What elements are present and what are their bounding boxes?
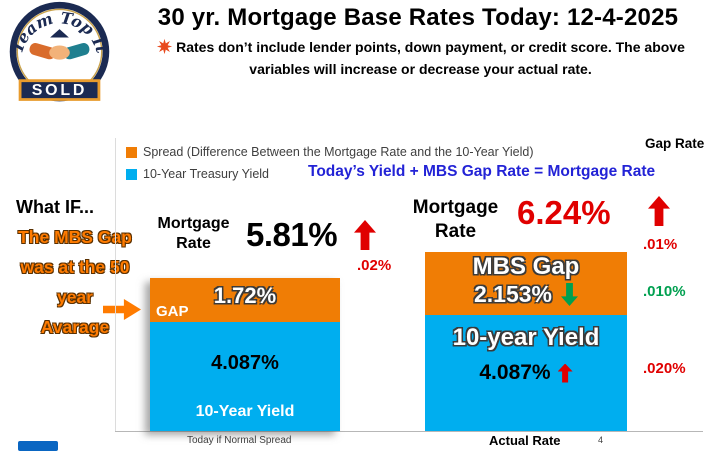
- left-spread-segment: [150, 278, 340, 322]
- bar-actual-rate: [425, 252, 627, 431]
- up-arrow-icon: [354, 220, 376, 250]
- logo-house-roof-icon: [50, 29, 69, 38]
- scenario-line: Avarage: [40, 317, 110, 337]
- down-arrow-icon: [561, 283, 578, 306]
- left-gap-value: 1.72%: [213, 283, 277, 308]
- right-total-rate: 6.24%: [517, 194, 611, 231]
- rate-disclaimer: Rates don’t include lender points, down …: [128, 36, 713, 81]
- axis-label-left: Today if Normal Spread: [187, 435, 292, 446]
- right-gap-value-row: 2.153%: [425, 281, 627, 308]
- right-gap-change: .010%: [643, 283, 686, 300]
- left-total-rate: 5.81%: [246, 216, 338, 253]
- left-yield-segment: [150, 322, 340, 431]
- x-axis-line: [115, 431, 703, 432]
- gap-rate-label: Gap Rate: [645, 136, 705, 151]
- right-gap-name: MBS Gap: [472, 253, 580, 280]
- scenario-text: The MBS Gap was at the 50 year Avarage: [0, 222, 150, 342]
- bar-today-if-normal-spread: [150, 278, 340, 431]
- right-yield-name: 10-year Yield: [452, 324, 600, 351]
- handshake-left-arm: [29, 42, 56, 60]
- left-yield-value: 4.087%: [211, 352, 279, 374]
- rate-formula: Today’s Yield + MBS Gap Rate = Mortgage …: [308, 163, 656, 180]
- footnote-mark: 4: [598, 435, 604, 445]
- scenario-line: year: [56, 287, 93, 307]
- up-arrow-icon: [648, 196, 670, 226]
- rate-disclaimer-text: Rates don’t include lender points, down …: [176, 39, 685, 78]
- yield-swatch-icon: [126, 168, 137, 180]
- handshake-clasp: [49, 45, 70, 60]
- left-total-change: .02%: [357, 257, 392, 274]
- logo-ribbon: [18, 79, 101, 101]
- plot-left-border: [115, 138, 116, 431]
- right-yield-value: 4.087%: [479, 361, 551, 384]
- right-total-change: .01%: [643, 236, 678, 253]
- right-yield-change: .020%: [643, 360, 686, 377]
- legend-item-spread: Spread (Difference Between the Mortgage …: [126, 145, 534, 159]
- right-spread-segment: [425, 252, 627, 315]
- scenario-line: was at the 50: [20, 257, 130, 277]
- handshake-right-arm: [63, 42, 90, 60]
- right-gap-value: 2.153%: [473, 281, 552, 307]
- left-mortgage-rate-label: Mortgage Rate: [157, 215, 230, 252]
- left-yield-tag: 10-Year Yield: [195, 403, 295, 420]
- legend-yield-label: 10-Year Treasury Yield: [143, 167, 270, 181]
- what-if-label: What IF...: [16, 197, 94, 217]
- legend-item-yield: 10-Year Treasury Yield: [126, 167, 269, 181]
- page-title: 30 yr. Mortgage Base Rates Today: 12-4-2…: [157, 4, 679, 31]
- bottom-logo-fragment: [18, 441, 58, 451]
- right-mortgage-rate-label: Mortgage Rate: [412, 197, 499, 242]
- axis-label-right: Actual Rate: [489, 433, 561, 448]
- starburst-icon: [156, 38, 173, 55]
- right-yield-segment: [425, 315, 627, 431]
- legend-spread-label: Spread (Difference Between the Mortgage …: [143, 145, 534, 159]
- spread-swatch-icon: [126, 146, 137, 158]
- right-yield-value-row: 4.087%: [425, 361, 627, 385]
- logo-banner-text: SOLD: [32, 82, 88, 99]
- up-arrow-icon: [557, 363, 573, 383]
- left-gap-tag: GAP: [156, 303, 189, 320]
- team-top-it-logo: Team Top It SOLD: [7, 1, 112, 102]
- scenario-line: The MBS Gap: [18, 227, 132, 247]
